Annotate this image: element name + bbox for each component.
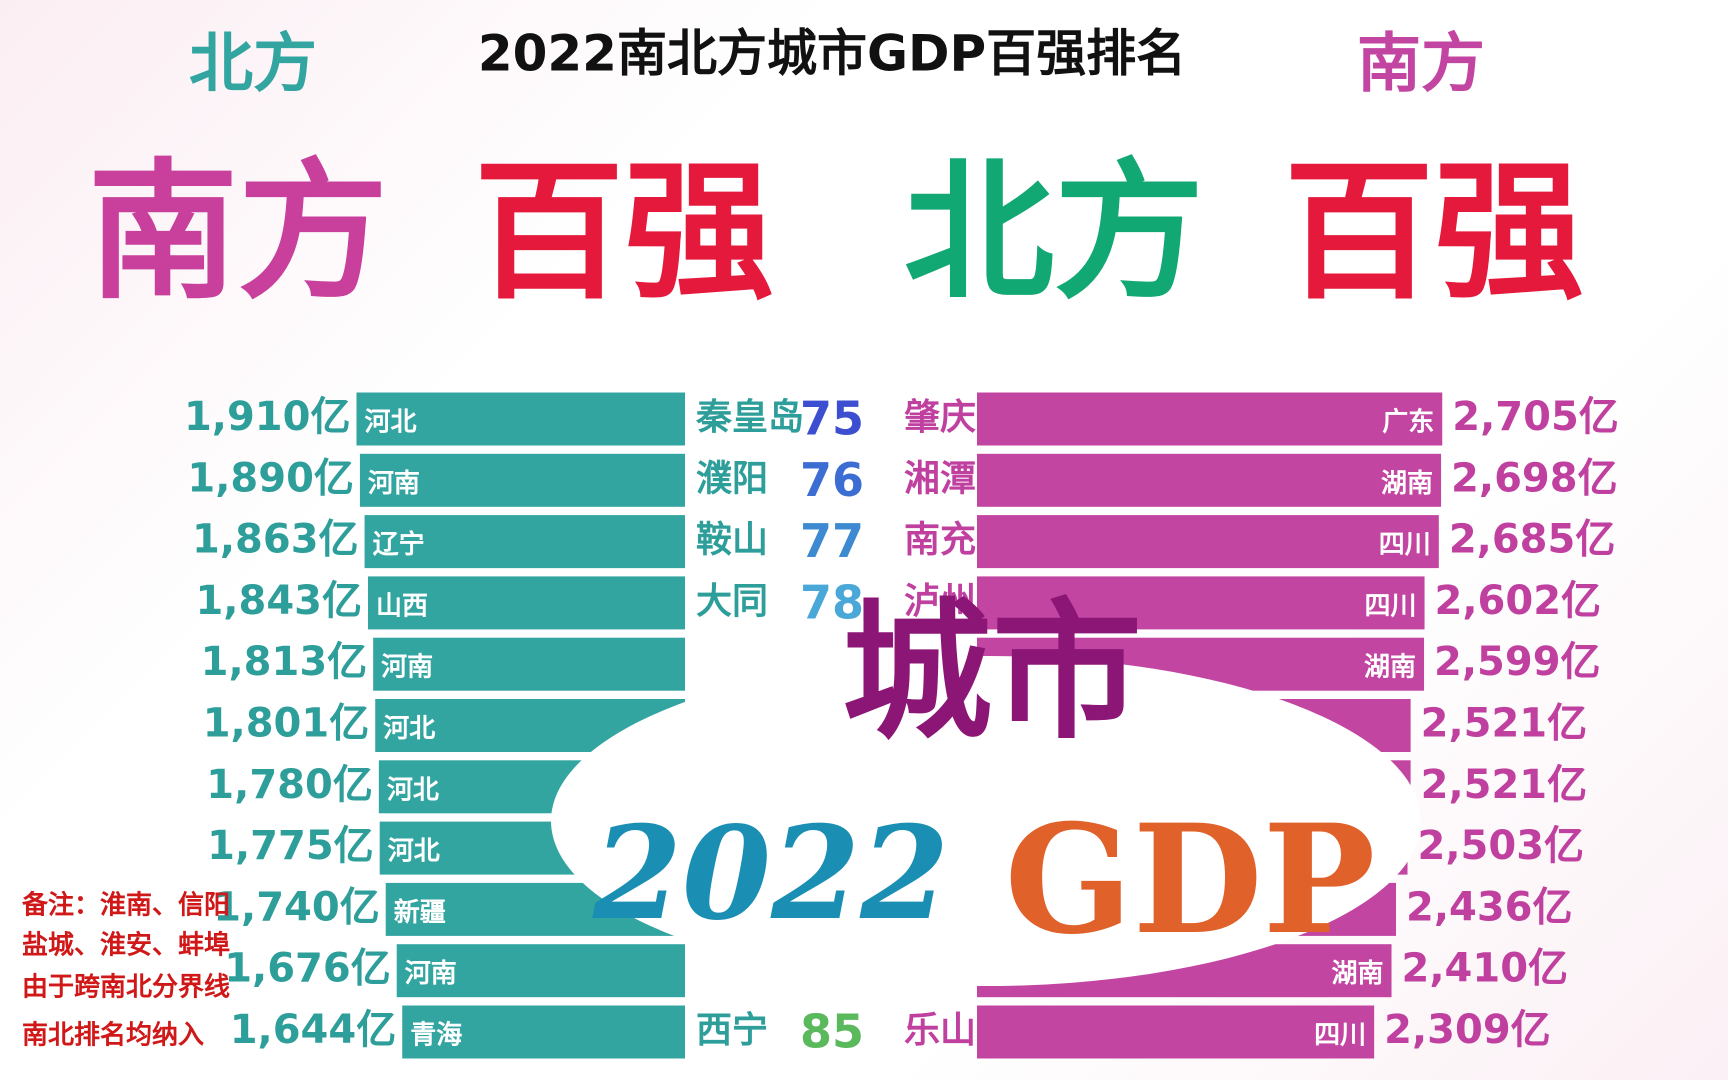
city-label: 乐山 [904, 1010, 976, 1051]
bar [359, 453, 685, 507]
province-label: 河南 [368, 469, 420, 499]
value-label: 1,843亿 [195, 578, 362, 624]
province-label: 河北 [383, 714, 435, 744]
bar [373, 637, 685, 691]
banner: 百强 [1284, 144, 1584, 320]
province-label: 四川 [1379, 530, 1431, 560]
overlay-year: 2022 [592, 799, 949, 949]
city-label: 西宁 [696, 1010, 768, 1051]
province-label: 四川 [1314, 1021, 1366, 1051]
overlay-ellipse [551, 656, 1421, 986]
rank-label: 78 [800, 575, 864, 629]
bar [977, 392, 1443, 446]
city-label: 濮阳 [696, 458, 768, 499]
bar [364, 515, 685, 569]
province-label: 广东 [1382, 407, 1434, 438]
note-line: 南北排名均纳入 [22, 1020, 204, 1051]
banner: 南方 [88, 144, 388, 320]
bar [977, 515, 1439, 569]
province-label: 河北 [364, 408, 416, 438]
overlay-gdp: GDP [1005, 792, 1376, 968]
rank-label: 85 [800, 1005, 864, 1059]
value-label: 1,740亿 [213, 884, 380, 930]
value-label: 2,521亿 [1421, 762, 1588, 808]
city-label: 大同 [696, 581, 768, 622]
city-label: 肇庆 [904, 397, 976, 438]
value-label: 1,813亿 [201, 639, 368, 685]
value-label: 1,676亿 [224, 946, 391, 992]
value-label: 2,698亿 [1451, 455, 1618, 501]
value-label: 1,863亿 [192, 517, 359, 563]
value-label: 2,602亿 [1435, 578, 1602, 624]
value-label: 2,436亿 [1406, 884, 1573, 930]
bar [977, 1005, 1375, 1059]
value-label: 2,309亿 [1384, 1007, 1551, 1053]
city-label: 秦皇岛 [695, 397, 804, 438]
province-label: 辽宁 [373, 529, 425, 560]
title: 2022南北方城市GDP百强排名 [478, 25, 1186, 83]
value-label: 2,599亿 [1434, 639, 1601, 685]
rank-label: 77 [800, 514, 864, 568]
bar [368, 576, 685, 630]
province-label: 四川 [1365, 591, 1417, 621]
left-header: 北方 [189, 28, 317, 102]
rank-label: 76 [800, 453, 864, 507]
value-label: 2,503亿 [1418, 823, 1585, 869]
city-label: 湘潭 [904, 458, 976, 499]
city-label: 鞍山 [696, 520, 768, 561]
city-label: 南充 [904, 520, 976, 561]
bar [402, 1005, 685, 1059]
value-label: 1,910亿 [184, 394, 351, 440]
value-label: 1,780亿 [206, 762, 373, 808]
banner: 百强 [474, 144, 774, 320]
province-label: 河南 [405, 959, 457, 989]
bar [396, 944, 685, 998]
note-line: 盐城、淮安、蚌埠 [22, 930, 230, 961]
bar [977, 576, 1425, 630]
value-label: 1,775亿 [207, 823, 374, 869]
province-label: 河北 [388, 837, 440, 867]
value-label: 2,705亿 [1452, 394, 1619, 440]
province-label: 青海 [410, 1021, 462, 1051]
banner: 北方 [904, 144, 1204, 320]
bar [356, 392, 685, 446]
province-label: 山西 [376, 591, 428, 621]
city-label: 泸州 [904, 581, 976, 622]
rank-label: 75 [800, 392, 864, 446]
note-line: 由于跨南北分界线 [22, 973, 230, 1003]
province-label: 河北 [387, 775, 439, 805]
value-label: 2,410亿 [1402, 946, 1569, 992]
value-label: 1,890亿 [187, 455, 354, 501]
value-label: 1,644亿 [230, 1007, 397, 1053]
province-label: 新疆 [394, 897, 446, 928]
province-label: 湖南 [1381, 469, 1433, 499]
value-label: 2,685亿 [1449, 517, 1616, 563]
value-label: 2,521亿 [1421, 701, 1588, 747]
note-line: 备注：淮南、信阳 [21, 890, 230, 921]
value-label: 1,801亿 [203, 701, 370, 747]
province-label: 湖南 [1364, 653, 1416, 683]
right-header: 南方 [1357, 28, 1485, 102]
province-label: 湖南 [1332, 959, 1384, 989]
bar [977, 453, 1442, 507]
province-label: 河南 [381, 653, 433, 683]
overlay-word: 城市 [842, 586, 1142, 760]
